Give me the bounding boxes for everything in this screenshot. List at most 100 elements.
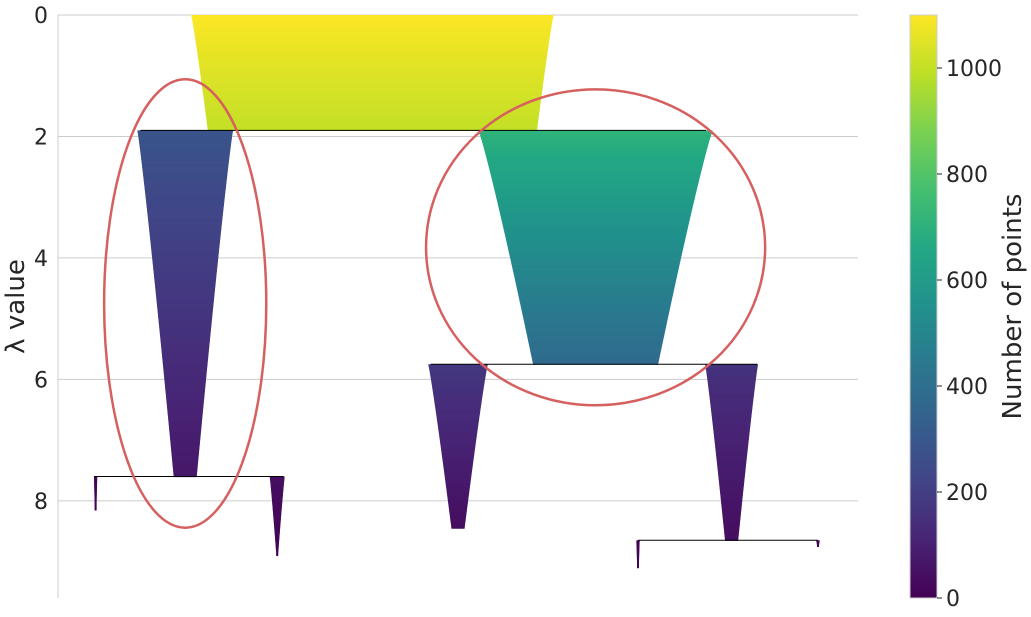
branch-slice <box>447 494 469 496</box>
branch-slice <box>138 134 233 136</box>
branch-slice <box>143 173 228 176</box>
branch-slice <box>450 522 466 524</box>
branch-slice <box>446 487 470 489</box>
branch-slice <box>517 288 675 290</box>
branch-slice <box>441 452 475 454</box>
branch-slice <box>520 305 671 307</box>
branch-slice <box>270 486 284 489</box>
branch-slice <box>159 324 212 327</box>
branch-slice <box>197 50 548 52</box>
branch-slice <box>193 26 552 28</box>
branch-slice <box>722 517 741 519</box>
branch-slice <box>717 465 746 467</box>
branch-slice <box>816 543 820 545</box>
branch-slice <box>636 551 640 554</box>
branch-slice <box>707 383 756 385</box>
branch-slice <box>196 49 548 51</box>
branch-slice <box>438 428 478 430</box>
branch-slice <box>146 203 224 206</box>
branch-slice <box>444 475 472 477</box>
branch-slice <box>169 428 202 431</box>
branch-slice <box>517 292 674 294</box>
branch-slice <box>170 438 201 441</box>
branch-slice <box>716 454 748 456</box>
branch-slice <box>142 171 228 174</box>
branch-slice <box>161 345 210 348</box>
branch-slice <box>719 483 744 485</box>
branch-slice <box>202 91 542 93</box>
branch-slice <box>509 254 682 256</box>
branch-slice <box>437 423 479 425</box>
branch-slice <box>485 153 706 155</box>
branch-slice <box>165 389 205 392</box>
branch-slice <box>206 119 539 121</box>
branch-slice <box>440 445 476 447</box>
branch-slice <box>143 174 228 177</box>
branch-slice <box>484 149 707 151</box>
branch-slice <box>273 517 281 520</box>
branch-slice <box>438 429 478 431</box>
branch-slice <box>151 247 220 250</box>
branch-slice <box>156 294 215 297</box>
branch-slice <box>192 21 553 23</box>
branch-slice <box>157 308 213 311</box>
branch-slice <box>447 499 469 501</box>
branch-slice <box>147 217 223 220</box>
branch-slice <box>721 508 742 510</box>
branch-slice <box>532 359 659 361</box>
branch-slice <box>207 128 538 130</box>
branch-slice <box>156 298 214 301</box>
branch-slice <box>523 318 668 320</box>
branch-slice <box>272 500 283 503</box>
branch-slice <box>273 521 281 524</box>
branch-slice <box>145 199 225 202</box>
branch-slice <box>513 273 678 275</box>
branch-slice <box>480 135 711 137</box>
branch-slice <box>153 267 218 270</box>
branch-root <box>191 15 554 131</box>
branch-slice <box>165 388 206 391</box>
branch-slice <box>442 456 474 458</box>
branch-slice <box>723 528 740 530</box>
branch-slice <box>172 463 198 466</box>
branch-slice <box>715 444 749 446</box>
branch-slice <box>707 376 757 378</box>
branch-slice <box>502 224 689 226</box>
branch-slice <box>171 455 199 458</box>
branch-slice <box>166 395 205 398</box>
branch-slice <box>531 356 660 358</box>
branch-slice <box>709 399 754 401</box>
branch-slice <box>706 369 758 371</box>
branch-slice <box>723 521 741 523</box>
branch-slice <box>162 358 208 361</box>
branch-slice <box>139 145 231 147</box>
branch-slice <box>492 182 699 184</box>
branch-slice <box>155 293 215 296</box>
branch-slice <box>157 313 213 316</box>
branch-slice <box>197 55 547 57</box>
branch-slice <box>193 27 552 29</box>
branch-slice <box>513 270 679 272</box>
branch-slice <box>431 384 485 386</box>
branch-slice <box>141 161 229 163</box>
branch-slice <box>440 444 476 446</box>
branch-slice <box>438 426 478 428</box>
branch-slice <box>152 256 219 259</box>
branch-slice <box>173 474 197 477</box>
branch-slice <box>154 279 216 282</box>
branch-slice <box>271 494 283 497</box>
branch-slice <box>172 464 198 467</box>
branch-slice <box>719 489 744 491</box>
branch-slice <box>199 65 546 67</box>
branch-slice <box>483 147 708 149</box>
branch-slice <box>709 396 754 398</box>
branch-slice <box>152 263 218 266</box>
branch-slice <box>144 182 227 185</box>
branch-slice <box>143 177 227 180</box>
branch-slice <box>140 150 231 152</box>
branch-slice <box>203 99 541 101</box>
branch-slice <box>157 311 213 314</box>
branch-slice <box>636 559 640 562</box>
branch-slice <box>711 416 752 418</box>
branch-slice <box>273 513 282 516</box>
